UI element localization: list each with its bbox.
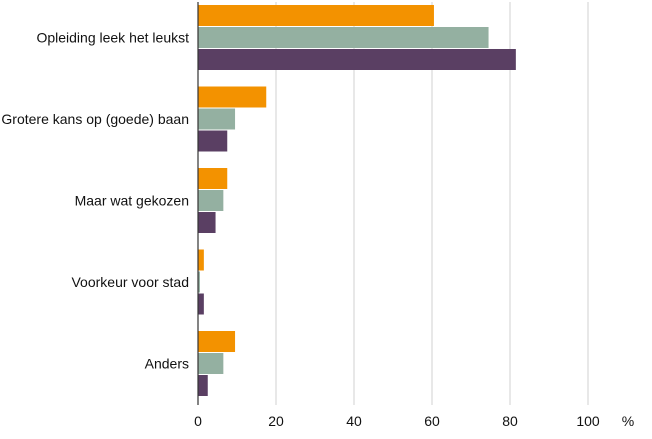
bar-4-series-2 bbox=[198, 271, 200, 293]
category-label: Anders bbox=[145, 356, 189, 372]
bar-3-series-1 bbox=[198, 168, 228, 189]
x-tick-label: 0 bbox=[194, 413, 202, 429]
bar-1-series-3 bbox=[198, 49, 516, 70]
category-label: Maar wat gekozen bbox=[75, 193, 189, 209]
category-label: Opleiding leek het leukst bbox=[36, 30, 189, 46]
bars bbox=[198, 5, 516, 396]
bar-3-series-2 bbox=[198, 190, 224, 211]
bar-5-series-1 bbox=[198, 331, 236, 352]
bar-1-series-2 bbox=[198, 27, 489, 48]
x-tick-label: 60 bbox=[424, 413, 440, 429]
category-label: Grotere kans op (goede) baan bbox=[1, 111, 189, 127]
bar-4-series-3 bbox=[198, 293, 204, 315]
bar-2-series-3 bbox=[198, 130, 228, 152]
bar-4-series-1 bbox=[198, 249, 204, 271]
x-tick-label: 100 bbox=[576, 413, 600, 429]
x-tick-label: 40 bbox=[346, 413, 362, 429]
category-label: Voorkeur voor stad bbox=[71, 274, 189, 290]
category-labels: Opleiding leek het leukst Grotere kans op… bbox=[1, 30, 189, 372]
bar-5-series-3 bbox=[198, 375, 208, 396]
bar-3-series-3 bbox=[198, 212, 216, 233]
x-unit-label: % bbox=[622, 413, 634, 429]
bar-2-series-2 bbox=[198, 108, 236, 130]
bar-2-series-1 bbox=[198, 86, 267, 108]
x-tick-labels: 0 20 40 60 80 100% bbox=[194, 413, 634, 429]
bar-1-series-1 bbox=[198, 5, 434, 26]
bar-5-series-2 bbox=[198, 353, 224, 374]
x-tick-label: 20 bbox=[268, 413, 284, 429]
x-tick-label: 80 bbox=[502, 413, 518, 429]
